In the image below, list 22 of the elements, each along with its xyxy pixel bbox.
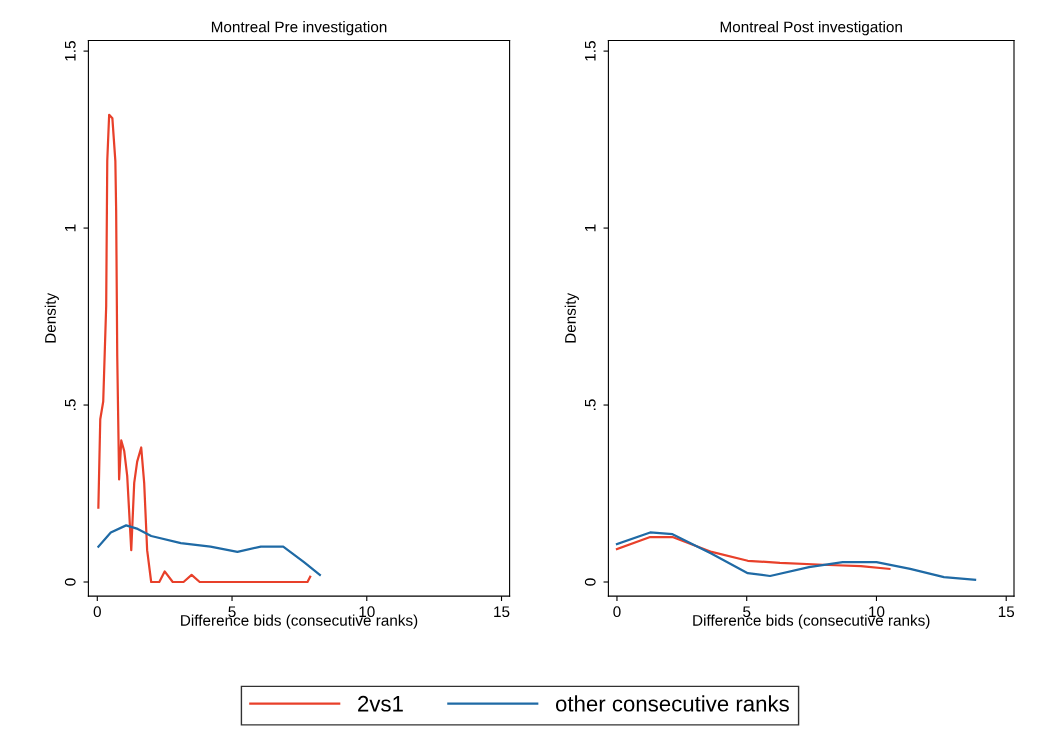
x-tick-label: 0	[613, 606, 621, 618]
y-tick-label: 1.5	[585, 41, 596, 61]
line-series	[97, 524, 321, 577]
y-tick-label: 0	[584, 578, 596, 586]
chart-title: Montreal Pre investigation	[211, 21, 387, 36]
y-tick-label: .5	[65, 399, 76, 411]
legend-label: other consecutive ranks	[555, 695, 789, 712]
y-tick-label: 1	[585, 224, 596, 232]
line-series	[97, 113, 312, 584]
y-tick-label: 0	[64, 578, 76, 586]
y-axis-title: Density	[44, 292, 59, 343]
y-axis-title: Density	[564, 292, 579, 343]
y-tick-label: 1.5	[65, 41, 76, 61]
y-tick-label: 1	[65, 224, 76, 232]
x-tick-label: 15	[494, 606, 510, 618]
x-tick-label: 0	[93, 606, 101, 618]
y-tick-label: .5	[585, 399, 596, 411]
line-series	[615, 531, 977, 581]
line-series	[615, 535, 891, 571]
x-tick-label: 15	[998, 606, 1015, 618]
chart-title: Montreal Post investigation	[720, 21, 902, 36]
legend-label: 2vs1	[358, 695, 403, 712]
